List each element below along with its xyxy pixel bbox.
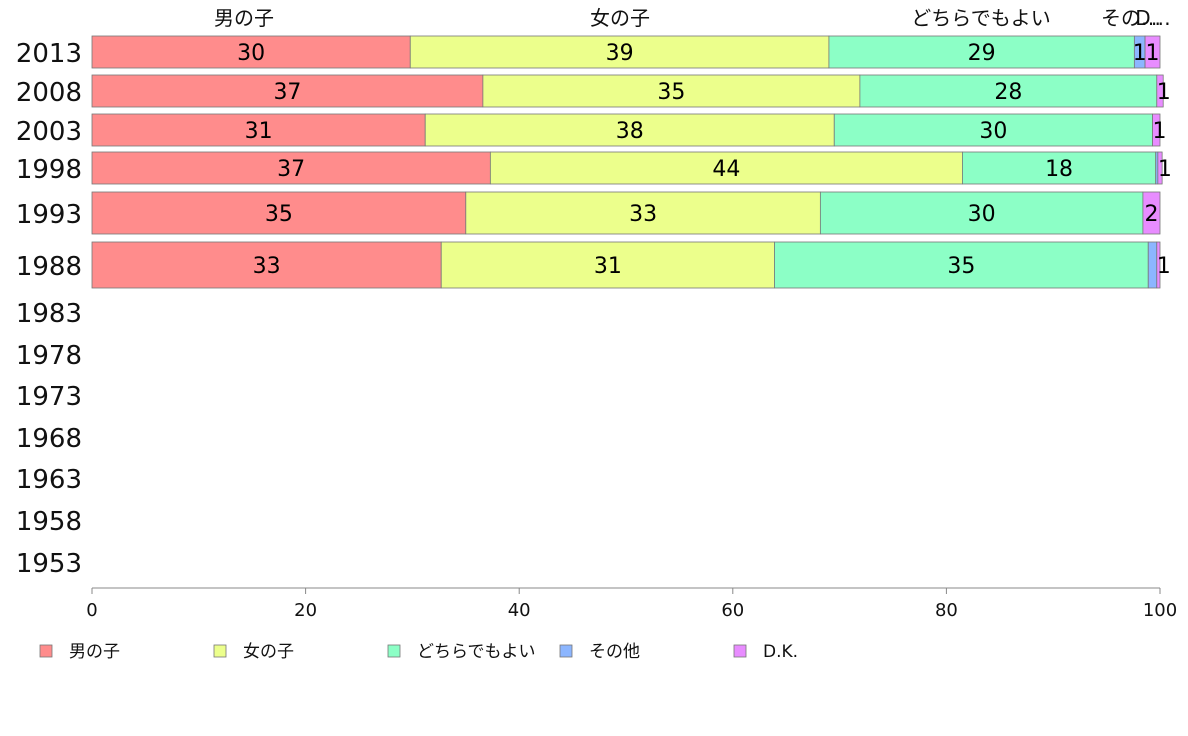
bar-segment	[774, 241, 1149, 289]
legend-label: 男の子	[69, 642, 120, 662]
x-axis: 0 20 40 60 80 100	[86, 587, 1177, 621]
legend-label: 女の子	[243, 642, 294, 662]
bar-segment	[91, 74, 484, 108]
column-header-labels: 男の子 女の子 どちらでもよい その…D…	[214, 6, 1171, 30]
bar-segment	[1157, 151, 1163, 185]
bar-segment	[833, 113, 1153, 147]
x-tick-label: 20	[294, 600, 317, 621]
bar-segment	[1152, 113, 1161, 147]
legend-swatch	[213, 644, 227, 658]
bar-segment	[91, 151, 491, 185]
bar-segment	[1144, 35, 1161, 69]
bar-segment	[482, 74, 861, 108]
y-tick-label: 1988	[16, 252, 82, 282]
legend-swatch	[39, 644, 53, 658]
bar-segment	[91, 191, 467, 235]
bar-data-label: 1	[1153, 119, 1167, 144]
bar-segment	[828, 35, 1135, 69]
bar-data-label: 30	[237, 41, 265, 66]
bar-segment	[465, 191, 821, 235]
y-tick-label: 1963	[16, 465, 82, 495]
y-tick-label: 2003	[16, 117, 82, 147]
bar-segment	[962, 151, 1157, 185]
bar-segment	[1156, 241, 1161, 289]
column-header-label: 女の子	[590, 6, 650, 30]
bar-data-label: 30	[968, 202, 996, 227]
bar-data-label: 33	[253, 254, 281, 279]
bar-data-label: 1	[1157, 254, 1171, 279]
bar-segment	[1156, 74, 1164, 108]
y-tick-label: 1958	[16, 507, 82, 537]
y-tick-label: 1968	[16, 424, 82, 454]
bar-data-label: 37	[273, 80, 301, 105]
bar-data-label: 44	[712, 157, 740, 182]
bar-data-label: 1	[1133, 41, 1147, 66]
column-header-label: どちらでもよい	[911, 6, 1050, 30]
bar-segment	[819, 191, 1144, 235]
bar-data-label: 18	[1045, 157, 1073, 182]
bar-segment	[1142, 191, 1161, 235]
bar-data-label: 31	[245, 119, 273, 144]
column-header-label: D…	[1135, 6, 1170, 30]
bar-data-label: 28	[994, 80, 1022, 105]
legend-label: その他	[589, 642, 640, 662]
bar-data-label: 35	[657, 80, 685, 105]
legend-swatch	[733, 644, 747, 658]
bar-data-label: 29	[968, 41, 996, 66]
bar-segment	[91, 35, 411, 69]
bar-data-label: 35	[947, 254, 975, 279]
y-tick-label: 1953	[16, 549, 82, 579]
x-tick-label: 60	[721, 600, 744, 621]
bar-segment	[91, 113, 426, 147]
x-tick-label: 0	[86, 600, 97, 621]
y-tick-label: 1993	[16, 200, 82, 230]
bar-data-label: 30	[979, 119, 1007, 144]
bar-segment	[489, 151, 963, 185]
bar-segment	[409, 35, 830, 69]
bar-segment	[440, 241, 775, 289]
bar-data-label: 1	[1158, 157, 1172, 182]
legend-label: D.K.	[763, 642, 798, 662]
bar-segment	[1147, 241, 1158, 289]
column-header-label: その…	[1101, 6, 1161, 30]
x-tick-label: 80	[935, 600, 958, 621]
legend-swatch	[387, 644, 401, 658]
bar-data-label: 31	[594, 254, 622, 279]
bar-data-label: 39	[606, 41, 634, 66]
bar-data-label: 38	[616, 119, 644, 144]
y-tick-label: 1983	[16, 299, 82, 329]
x-tick-label: 40	[508, 600, 531, 621]
bar-data-label: 37	[277, 157, 305, 182]
legend: 男の子 女の子 どちらでもよい その他 D.K.	[39, 642, 798, 662]
y-tick-label: 1973	[16, 382, 82, 412]
bar-data-label: 33	[629, 202, 657, 227]
bar-data-label: 1	[1157, 80, 1171, 105]
legend-swatch	[559, 644, 573, 658]
y-axis-labels: 2013 2008 2003 1998 1993 1988 1983 1978 1973 1968…	[16, 39, 82, 579]
x-tick-label: 100	[1143, 600, 1177, 621]
y-tick-label: 1998	[16, 155, 82, 185]
bar-data-label: 2	[1144, 202, 1158, 227]
y-tick-label: 2013	[16, 39, 82, 69]
bar-segment	[859, 74, 1158, 108]
y-tick-label: 1978	[16, 341, 82, 371]
y-tick-label: 2008	[16, 78, 82, 108]
bar-data-label: 35	[265, 202, 293, 227]
legend-label: どちらでもよい	[417, 642, 536, 662]
column-header-label: 男の子	[214, 6, 274, 30]
bar-data-label: 1	[1146, 41, 1160, 66]
